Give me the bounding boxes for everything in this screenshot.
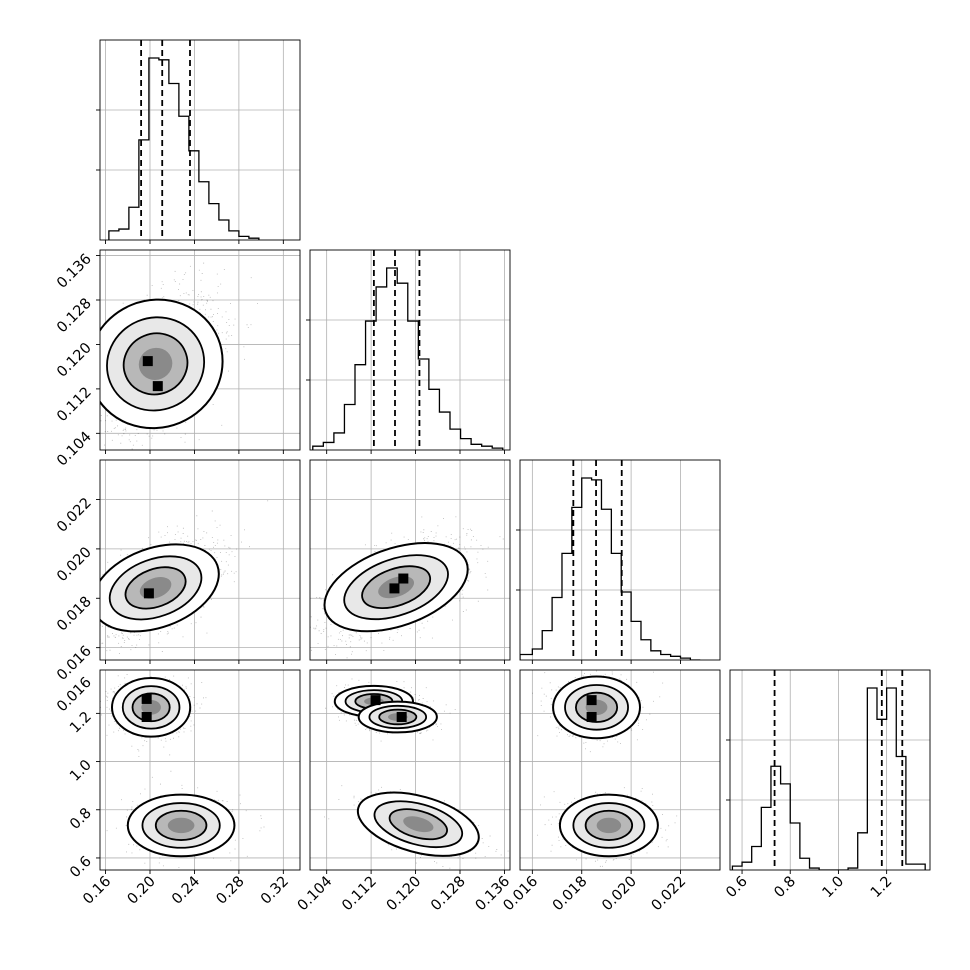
histogram-line <box>108 57 260 240</box>
y-tick-label: 0.020 <box>54 544 95 585</box>
scatter-panel-5 <box>309 669 511 874</box>
x-tick-label: 0.24 <box>169 874 203 908</box>
x-tick-label: 0.104 <box>295 874 336 915</box>
y-tick-label: 0.016 <box>54 643 95 684</box>
y-tick-label: 0.120 <box>54 340 95 381</box>
y-tick-label: 0.6 <box>67 853 95 881</box>
histogram-panel-4 <box>726 669 931 874</box>
scatter-panel-2 <box>96 459 301 664</box>
y-tick-label-extra: 0.016 <box>54 675 95 716</box>
panel-frame <box>99 249 301 451</box>
scatter-panel-4 <box>96 669 301 874</box>
scatter-inner <box>324 678 509 869</box>
y-tick-label: 0.112 <box>54 384 95 425</box>
panel-frame <box>99 669 301 871</box>
y-tick-label: 1.0 <box>67 757 95 785</box>
density-peak <box>586 711 597 722</box>
y-tick-label: 1.2 <box>67 709 95 737</box>
x-tick-label: 0.16 <box>80 874 114 908</box>
y-tick-label: 0.022 <box>54 495 95 536</box>
y-tick-label: 0.8 <box>67 805 95 833</box>
x-tick-label: 1.0 <box>820 874 848 902</box>
x-tick-label: 0.128 <box>428 874 469 915</box>
density-peak <box>398 573 409 584</box>
panel-frame <box>309 669 511 871</box>
histogram-panel-3 <box>516 459 721 664</box>
density-peak <box>143 588 154 599</box>
scatter-inner <box>100 674 265 868</box>
histogram-panel-2 <box>306 249 511 454</box>
x-tick-label: 0.32 <box>258 874 292 908</box>
x-tick-label: 0.28 <box>214 874 248 908</box>
scatter-panel-3 <box>309 459 511 664</box>
density-peak <box>389 583 400 594</box>
density-contour <box>596 817 622 834</box>
scatter-inner <box>100 262 258 450</box>
x-tick-label: 0.022 <box>649 874 690 915</box>
panel-frame <box>309 249 511 451</box>
density-peak <box>141 693 152 704</box>
histogram-line <box>731 687 926 870</box>
x-tick-label: 0.112 <box>339 874 380 915</box>
panel-frame <box>519 669 721 871</box>
density-peak <box>141 711 152 722</box>
histogram-panel-1 <box>96 39 301 244</box>
density-peak <box>396 711 407 722</box>
x-tick-label: 0.020 <box>599 874 640 915</box>
histogram-line <box>312 267 504 450</box>
y-tick-label: 0.104 <box>54 429 95 470</box>
scatter-inner <box>532 670 678 870</box>
histogram-line <box>520 477 701 660</box>
y-tick-label: 0.128 <box>54 296 95 337</box>
panel-frame <box>519 459 721 661</box>
density-peak <box>586 695 597 706</box>
panel-frame <box>99 39 301 241</box>
x-tick-label: 0.018 <box>550 874 591 915</box>
x-tick-label: 0.20 <box>125 874 159 908</box>
scatter-panel-6 <box>519 669 721 874</box>
x-tick-label: 1.2 <box>868 874 896 902</box>
panel-frame <box>729 669 931 871</box>
density-peak <box>142 356 153 367</box>
density-contour <box>138 347 173 380</box>
density-peak <box>370 695 381 706</box>
panel-frame <box>309 459 511 661</box>
x-tick-label: 0.8 <box>771 874 799 902</box>
scatter-inner <box>310 516 504 659</box>
scatter-panel-1 <box>96 249 301 454</box>
density-peak <box>152 381 163 392</box>
y-tick-label: 0.136 <box>54 251 95 292</box>
x-tick-label: 0.120 <box>384 874 425 915</box>
panel-frame <box>99 459 301 661</box>
x-tick-label: 0.6 <box>723 874 751 902</box>
density-contour <box>167 817 195 834</box>
y-tick-label: 0.018 <box>54 594 95 635</box>
density-contour <box>403 816 434 833</box>
scatter-inner <box>100 500 269 654</box>
